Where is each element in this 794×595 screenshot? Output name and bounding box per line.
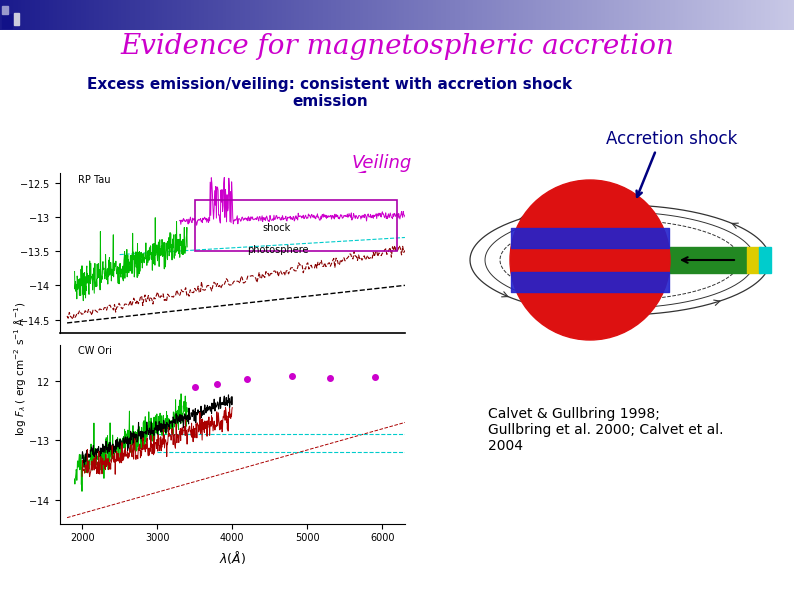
Text: log $F_\lambda$ ( erg cm$^{-2}$ s$^{-1}$ Å$^{-1}$): log $F_\lambda$ ( erg cm$^{-2}$ s$^{-1}$…: [12, 302, 28, 436]
Bar: [759, 247, 771, 273]
Text: RP Tau: RP Tau: [79, 175, 111, 185]
Text: Excess: Excess: [148, 226, 222, 245]
Text: emission: emission: [292, 93, 368, 108]
Bar: [195, 200, 398, 251]
Bar: [747, 247, 761, 273]
Text: Veiling: Veiling: [352, 154, 412, 172]
Text: CW Ori: CW Ori: [79, 346, 112, 356]
Text: photosphere: photosphere: [247, 245, 309, 255]
X-axis label: $\lambda(\AA)$: $\lambda(\AA)$: [218, 549, 246, 566]
Text: Calvet & Gullbring 1998;
Gullbring et al. 2000; Calvet et al.
2004: Calvet & Gullbring 1998; Gullbring et al…: [488, 407, 723, 453]
Circle shape: [470, 110, 770, 410]
Circle shape: [510, 180, 670, 340]
Bar: [2, 6, 8, 14]
Text: Accretion shock: Accretion shock: [607, 130, 738, 148]
Bar: [14, 13, 19, 25]
Text: Excess emission/veiling: consistent with accretion shock: Excess emission/veiling: consistent with…: [87, 77, 572, 92]
Bar: [667, 247, 747, 273]
Text: Evidence for magnetospheric accretion: Evidence for magnetospheric accretion: [120, 33, 674, 61]
Text: shock: shock: [262, 223, 291, 233]
Bar: [2, 14, 12, 28]
